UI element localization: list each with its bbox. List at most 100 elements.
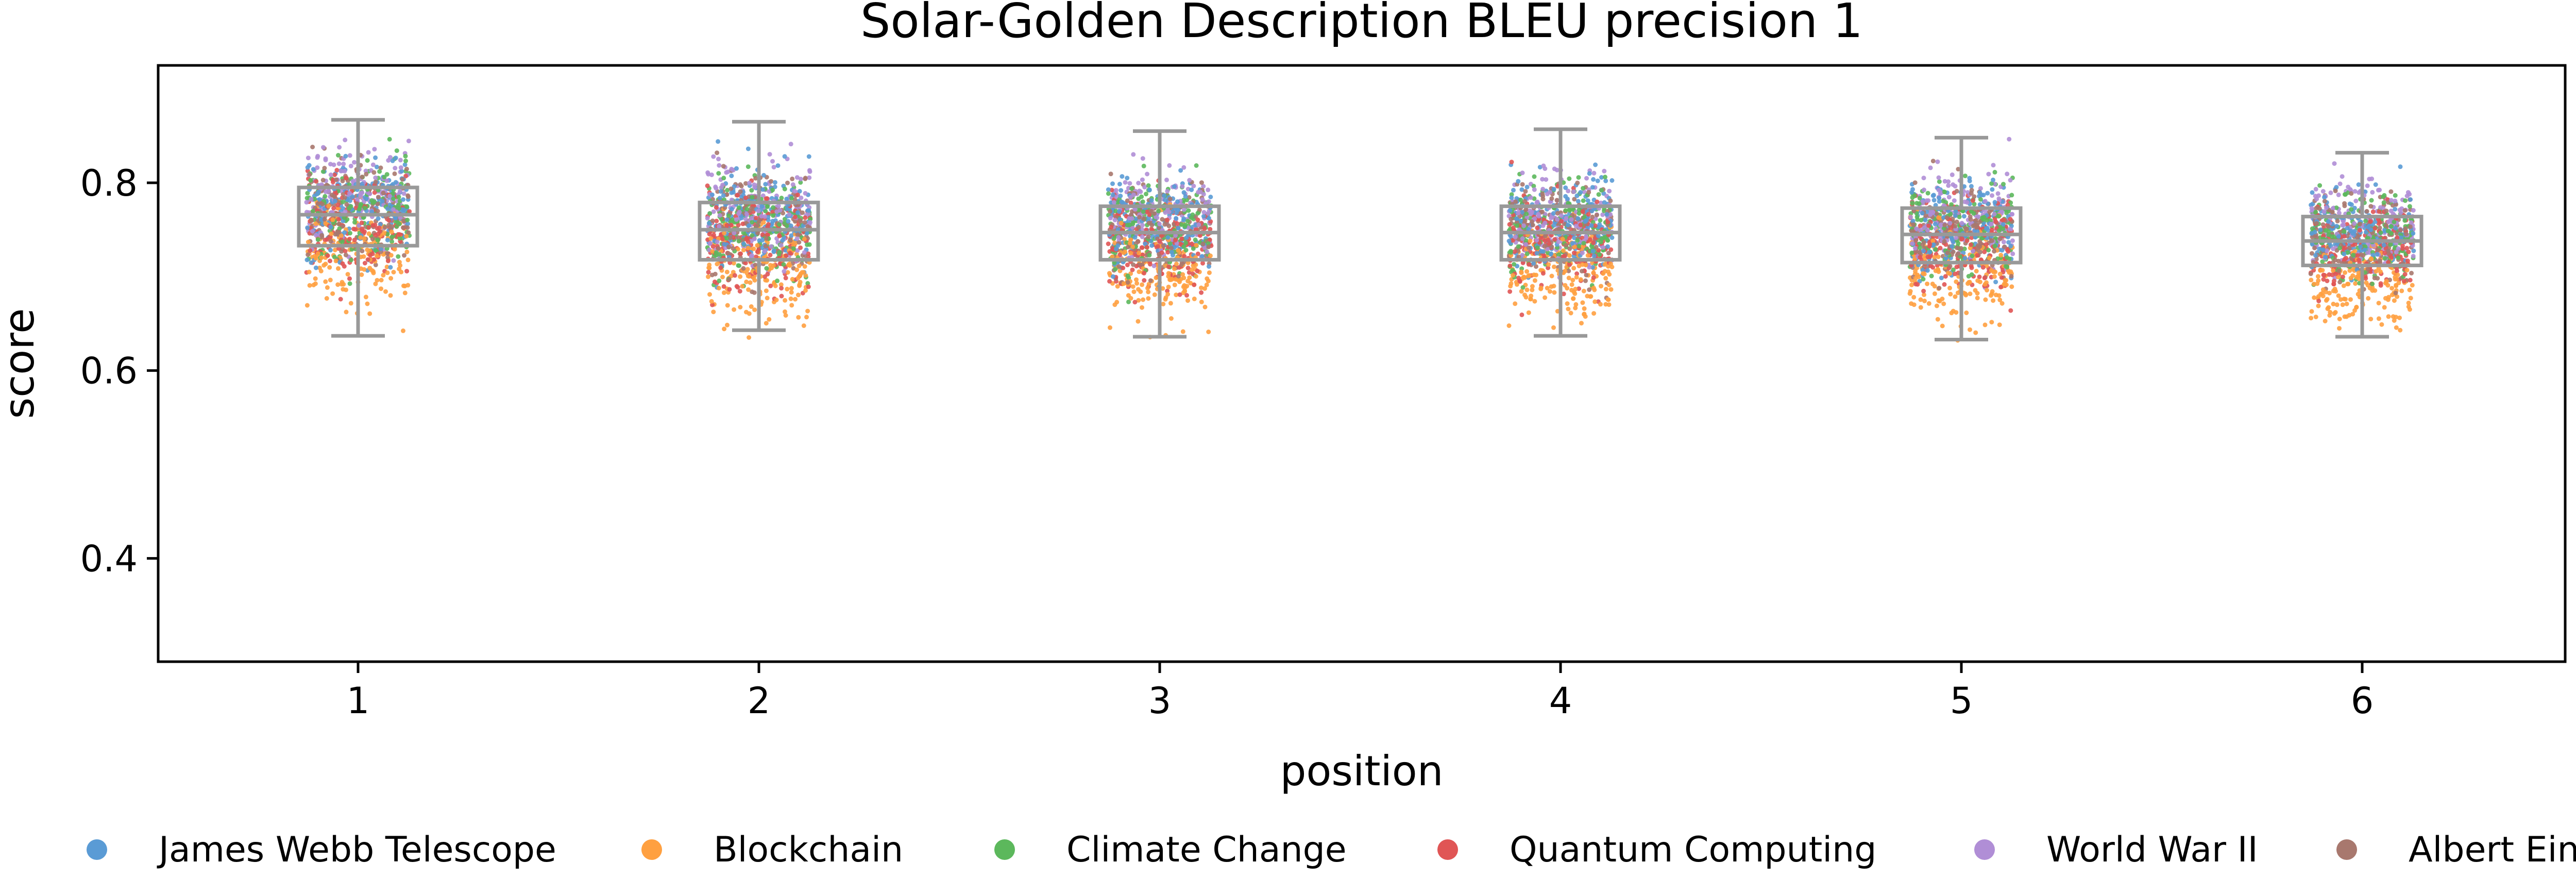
strip-point bbox=[1932, 284, 1937, 289]
strip-point bbox=[389, 239, 395, 244]
strip-point bbox=[1992, 249, 1997, 254]
strip-point bbox=[311, 167, 316, 172]
strip-point bbox=[731, 190, 736, 195]
strip-point bbox=[406, 230, 411, 235]
strip-point bbox=[1519, 312, 1524, 317]
strip-point bbox=[1937, 286, 1942, 290]
strip-point bbox=[2001, 239, 2006, 245]
strip-point bbox=[1140, 305, 1144, 310]
strip-point bbox=[727, 235, 733, 240]
strip-point bbox=[1552, 264, 1556, 269]
strip-point bbox=[1591, 285, 1596, 290]
strip-point bbox=[754, 254, 759, 260]
strip-point bbox=[1981, 193, 1986, 198]
strip-point bbox=[788, 223, 793, 228]
strip-point bbox=[397, 236, 402, 241]
strip-point bbox=[802, 236, 807, 241]
strip-point bbox=[325, 237, 330, 242]
strip-point bbox=[725, 187, 730, 193]
strip-point bbox=[717, 278, 722, 283]
strip-point bbox=[749, 216, 754, 220]
strip-point bbox=[1520, 170, 1525, 176]
strip-point bbox=[320, 201, 325, 206]
strip-point bbox=[796, 315, 801, 320]
strip-point bbox=[780, 238, 785, 243]
strip-point bbox=[1582, 306, 1587, 311]
strip-point bbox=[1146, 183, 1151, 188]
strip-point bbox=[1206, 211, 1211, 216]
strip-point bbox=[1570, 241, 1575, 246]
strip-point bbox=[341, 282, 346, 287]
strip-point bbox=[1595, 178, 1600, 183]
strip-point bbox=[1922, 187, 1926, 193]
strip-point bbox=[401, 328, 405, 333]
strip-point bbox=[1157, 221, 1162, 227]
strip-point bbox=[362, 236, 367, 241]
strip-point bbox=[705, 216, 710, 221]
strip-point bbox=[761, 172, 766, 178]
strip-point bbox=[708, 240, 713, 246]
strip-point bbox=[1165, 188, 1170, 194]
strip-point bbox=[736, 238, 741, 244]
strip-point bbox=[1574, 274, 1579, 280]
strip-point bbox=[747, 223, 752, 228]
strip-point bbox=[771, 213, 776, 218]
strip-point bbox=[1181, 216, 1187, 221]
strip-point bbox=[1605, 220, 1611, 225]
strip-point bbox=[1181, 165, 1187, 170]
strip-point bbox=[1179, 262, 1184, 267]
strip-point bbox=[1129, 186, 1134, 191]
strip-point bbox=[398, 165, 403, 170]
strip-point bbox=[1922, 298, 1927, 303]
strip-point bbox=[1200, 241, 1206, 247]
strip-point bbox=[1581, 198, 1586, 203]
strip-point bbox=[357, 206, 362, 212]
strip-point bbox=[2001, 217, 2006, 222]
strip-point bbox=[1132, 300, 1138, 305]
strip-point bbox=[328, 238, 333, 244]
strip-point bbox=[1526, 262, 1531, 267]
strip-point bbox=[2001, 182, 2006, 187]
strip-point bbox=[1985, 288, 1989, 292]
strip-point bbox=[1195, 268, 1200, 273]
strip-point bbox=[1603, 287, 1608, 291]
strip-point bbox=[1586, 189, 1591, 195]
strip-point bbox=[755, 249, 760, 254]
strip-point bbox=[1946, 183, 1951, 188]
strip-point bbox=[1507, 263, 1513, 268]
strip-point bbox=[1551, 325, 1556, 330]
strip-point bbox=[310, 209, 315, 214]
strip-point bbox=[343, 209, 348, 214]
strip-point bbox=[336, 217, 341, 222]
strip-point bbox=[716, 286, 721, 290]
strip-point bbox=[1573, 305, 1578, 310]
strip-point bbox=[796, 240, 802, 245]
strip-point bbox=[1176, 248, 1181, 253]
strip-point bbox=[1207, 216, 1211, 221]
strip-point bbox=[1565, 301, 1570, 306]
strip-point bbox=[1575, 180, 1580, 185]
strip-point bbox=[1566, 306, 1571, 312]
strip-point bbox=[1583, 278, 1588, 283]
strip-point bbox=[724, 269, 730, 274]
strip-point bbox=[2009, 273, 2014, 279]
strip-point bbox=[769, 244, 774, 249]
strip-point bbox=[1930, 159, 1936, 164]
strip-point bbox=[1166, 264, 1171, 269]
strip-point bbox=[359, 202, 363, 207]
strip-point bbox=[710, 244, 716, 249]
strip-point bbox=[1507, 289, 1513, 294]
strip-point bbox=[379, 278, 384, 283]
strip-point bbox=[1576, 175, 1581, 180]
strip-point bbox=[794, 175, 800, 180]
strip-point bbox=[1577, 263, 1582, 268]
strip-point bbox=[1522, 199, 1528, 204]
strip-point bbox=[786, 219, 791, 224]
strip-point bbox=[342, 168, 347, 174]
strip-point bbox=[2005, 171, 2010, 177]
strip-point bbox=[1110, 181, 1115, 186]
strip-point bbox=[309, 218, 314, 223]
strip-point bbox=[1594, 245, 1599, 250]
strip-point bbox=[1198, 189, 1203, 195]
strip-point bbox=[1567, 262, 1572, 267]
